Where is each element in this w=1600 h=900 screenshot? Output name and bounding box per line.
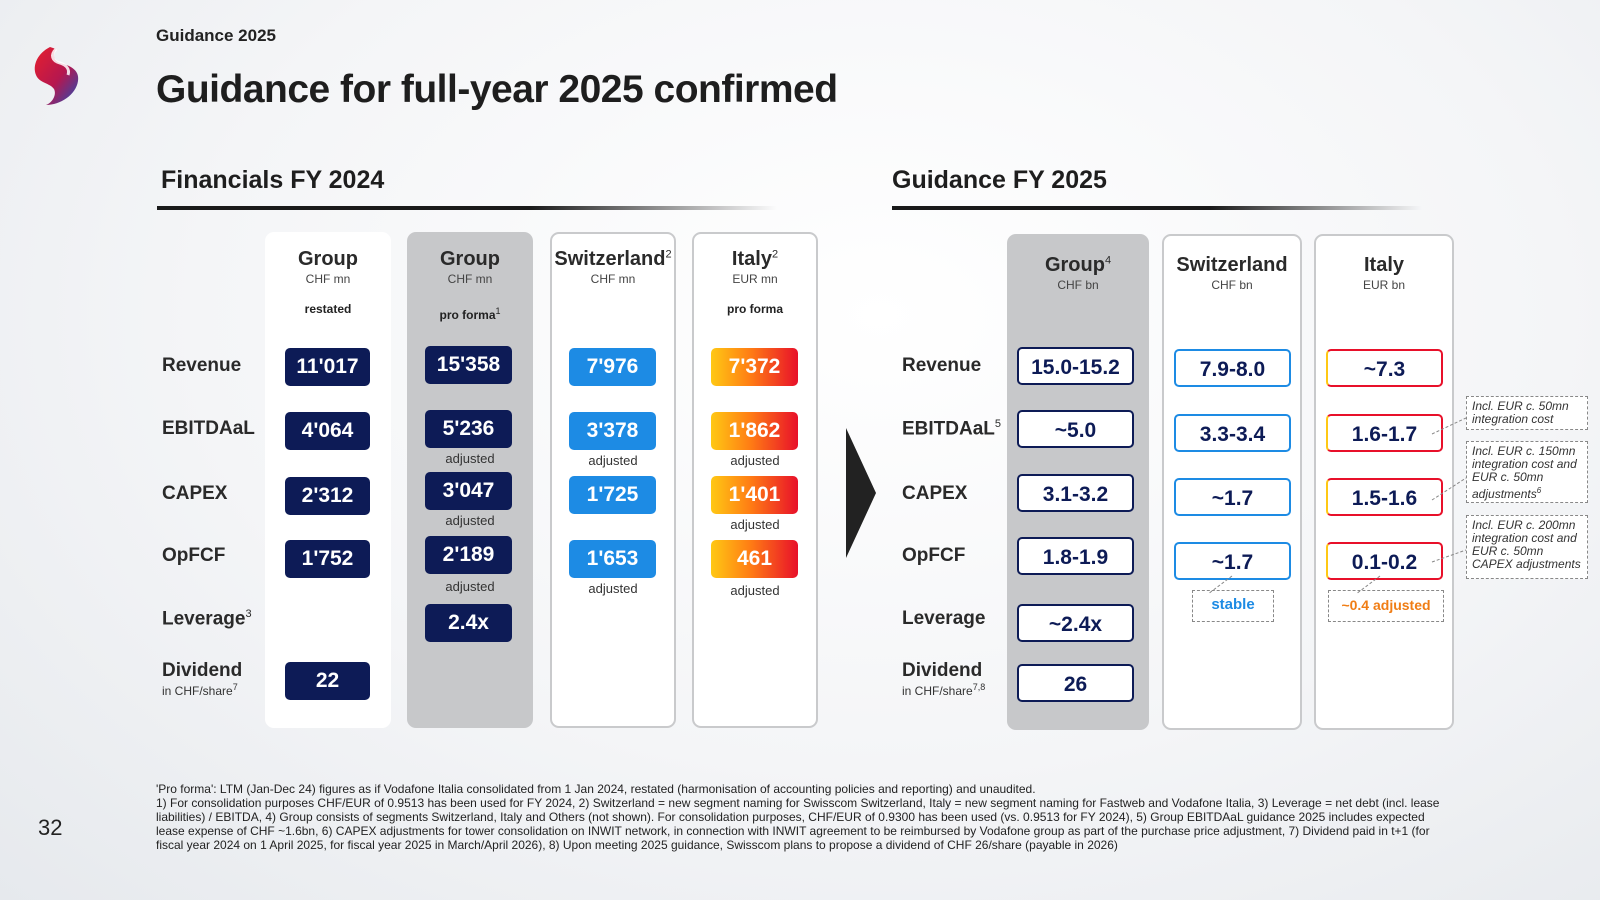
callout-connectors <box>1431 417 1467 563</box>
value-capex: 3'047 <box>425 472 512 510</box>
value-capex: 1.5-1.6 <box>1326 478 1443 516</box>
breadcrumb: Guidance 2025 <box>156 26 277 45</box>
fin-col-group-restated: Group CHF mn restated 11'017 4'064 2'312… <box>265 232 391 728</box>
guid-col-group: Group4 CHF bn 15.0-15.2 ~5.0 3.1-3.2 1.8… <box>1007 234 1149 730</box>
col-note: pro forma1 <box>439 306 501 322</box>
value-dividend: 26 <box>1017 664 1134 702</box>
value-opfcf: ~1.7 <box>1174 542 1291 580</box>
financials-underline <box>157 206 777 210</box>
col-unit: CHF mn <box>590 272 636 286</box>
callout-ebitdaal: Incl. EUR c. 50mn integration cost <box>1466 396 1588 430</box>
fin-col-switzerland: Switzerland2 CHF mn 7'976 3'378 adjusted… <box>550 232 676 728</box>
fin-label-revenue: Revenue <box>162 355 242 376</box>
sublabel-capex: adjusted <box>445 513 495 528</box>
value-leverage: 2.4x <box>425 604 512 642</box>
col-header: Group <box>298 248 358 270</box>
col-note: pro forma <box>726 302 783 316</box>
fin-label-ebitdaal: EBITDAaL <box>162 418 255 439</box>
guid-label-revenue: Revenue <box>902 355 982 376</box>
value-revenue: 7'976 <box>569 348 656 386</box>
value-revenue: 15'358 <box>425 346 512 384</box>
sublabel-ebitdaal: adjusted <box>588 453 638 468</box>
callout-capex: Incl. EUR c. 150mn integration cost and … <box>1466 441 1588 503</box>
value-ebitdaal: ~5.0 <box>1017 410 1134 448</box>
value-ebitdaal: 1'862 <box>711 412 798 450</box>
value-revenue: ~7.3 <box>1326 349 1443 387</box>
guid-label-ebitdaal: EBITDAaL5 <box>902 418 1002 440</box>
fin-col-group-proforma: Group CHF mn pro forma1 15'358 5'236 adj… <box>407 232 533 728</box>
guid-label-dividend: Dividend in CHF/share7,8 <box>902 660 986 698</box>
value-ebitdaal: 4'064 <box>285 412 370 450</box>
guid-col-switzerland: Switzerland CHF bn 7.9-8.0 3.3-3.4 ~1.7 … <box>1162 234 1302 730</box>
page-title: Guidance for full-year 2025 confirmed <box>156 68 838 111</box>
value-revenue: 7'372 <box>711 348 798 386</box>
col-note: restated <box>304 302 352 316</box>
col-unit: CHF bn <box>1057 278 1099 292</box>
value-ebitdaal: 1.6-1.7 <box>1326 414 1443 452</box>
fin-label-dividend: Dividend in CHF/share7 <box>162 660 243 698</box>
footnote-line-1: 'Pro forma': LTM (Jan-Dec 24) figures as… <box>156 782 1036 796</box>
value-capex: 3.1-3.2 <box>1017 474 1134 512</box>
value-revenue: 7.9-8.0 <box>1174 349 1291 387</box>
col-header: Italy <box>1363 254 1405 276</box>
fin-label-opfcf: OpFCF <box>162 545 226 566</box>
fin-col-italy: Italy2 EUR mn pro forma 7'372 1'862 adju… <box>692 232 818 728</box>
value-opfcf: 0.1-0.2 <box>1326 542 1443 580</box>
callout-opfcf: Incl. EUR c. 200mn integration cost and … <box>1466 515 1588 579</box>
value-ebitdaal: 3'378 <box>569 412 656 450</box>
fin-label-leverage: Leverage3 <box>162 608 252 630</box>
col-header: Italy2 <box>731 248 779 270</box>
page-number: 32 <box>38 815 63 840</box>
col-header: Switzerland <box>1176 254 1288 276</box>
value-opfcf: 2'189 <box>425 536 512 574</box>
financials-section-title: Financials FY 2024 <box>161 166 385 194</box>
col-unit: CHF mn <box>447 272 493 286</box>
value-dividend: 22 <box>285 662 370 700</box>
value-opfcf: 1'653 <box>569 540 656 578</box>
footnote-line-2: 1) For consolidation purposes CHF/EUR of… <box>156 796 1440 852</box>
value-capex: 1'401 <box>711 476 798 514</box>
guid-label-opfcf: OpFCF <box>902 545 966 566</box>
col-header: Switzerland2 <box>554 248 672 270</box>
value-revenue: 11'017 <box>285 348 370 386</box>
sublabel-ebitdaal: adjusted <box>445 451 495 466</box>
value-leverage: ~2.4x <box>1017 604 1134 642</box>
guidance-section-title: Guidance FY 2025 <box>892 166 1107 194</box>
col-header: Group <box>440 248 500 270</box>
value-capex: 2'312 <box>285 477 370 515</box>
sublabel-opfcf: adjusted <box>588 581 638 596</box>
fin-label-capex: CAPEX <box>162 483 228 504</box>
sublabel-opfcf: adjusted <box>730 583 780 598</box>
tag-stable: stable <box>1192 590 1274 622</box>
value-ebitdaal: 3.3-3.4 <box>1174 414 1291 452</box>
sublabel-ebitdaal: adjusted <box>730 453 780 468</box>
guidance-underline <box>892 206 1422 210</box>
value-opfcf: 1'752 <box>285 540 370 578</box>
swisscom-logo <box>34 47 79 105</box>
guid-label-leverage: Leverage <box>902 608 986 629</box>
value-capex: 1'725 <box>569 476 656 514</box>
transition-arrow-icon <box>846 428 876 558</box>
footnotes: 'Pro forma': LTM (Jan-Dec 24) figures as… <box>156 782 1456 852</box>
col-unit: CHF mn <box>305 272 351 286</box>
col-unit: CHF bn <box>1211 278 1253 292</box>
col-unit: EUR mn <box>732 272 778 286</box>
tag-connectors <box>1207 575 1381 595</box>
guid-col-italy: Italy EUR bn ~7.3 1.6-1.7 1.5-1.6 0.1-0.… <box>1314 234 1454 730</box>
col-header: Group4 <box>1044 254 1112 276</box>
col-unit: EUR bn <box>1362 278 1406 292</box>
guid-label-capex: CAPEX <box>902 483 968 504</box>
value-opfcf: 1.8-1.9 <box>1017 537 1134 575</box>
sublabel-capex: adjusted <box>730 517 780 532</box>
value-revenue: 15.0-15.2 <box>1017 347 1134 385</box>
tag-adjusted: ~0.4 adjusted <box>1328 590 1444 622</box>
value-opfcf: 461 <box>711 540 798 578</box>
value-capex: ~1.7 <box>1174 478 1291 516</box>
value-ebitdaal: 5'236 <box>425 410 512 448</box>
sublabel-opfcf: adjusted <box>445 579 495 594</box>
